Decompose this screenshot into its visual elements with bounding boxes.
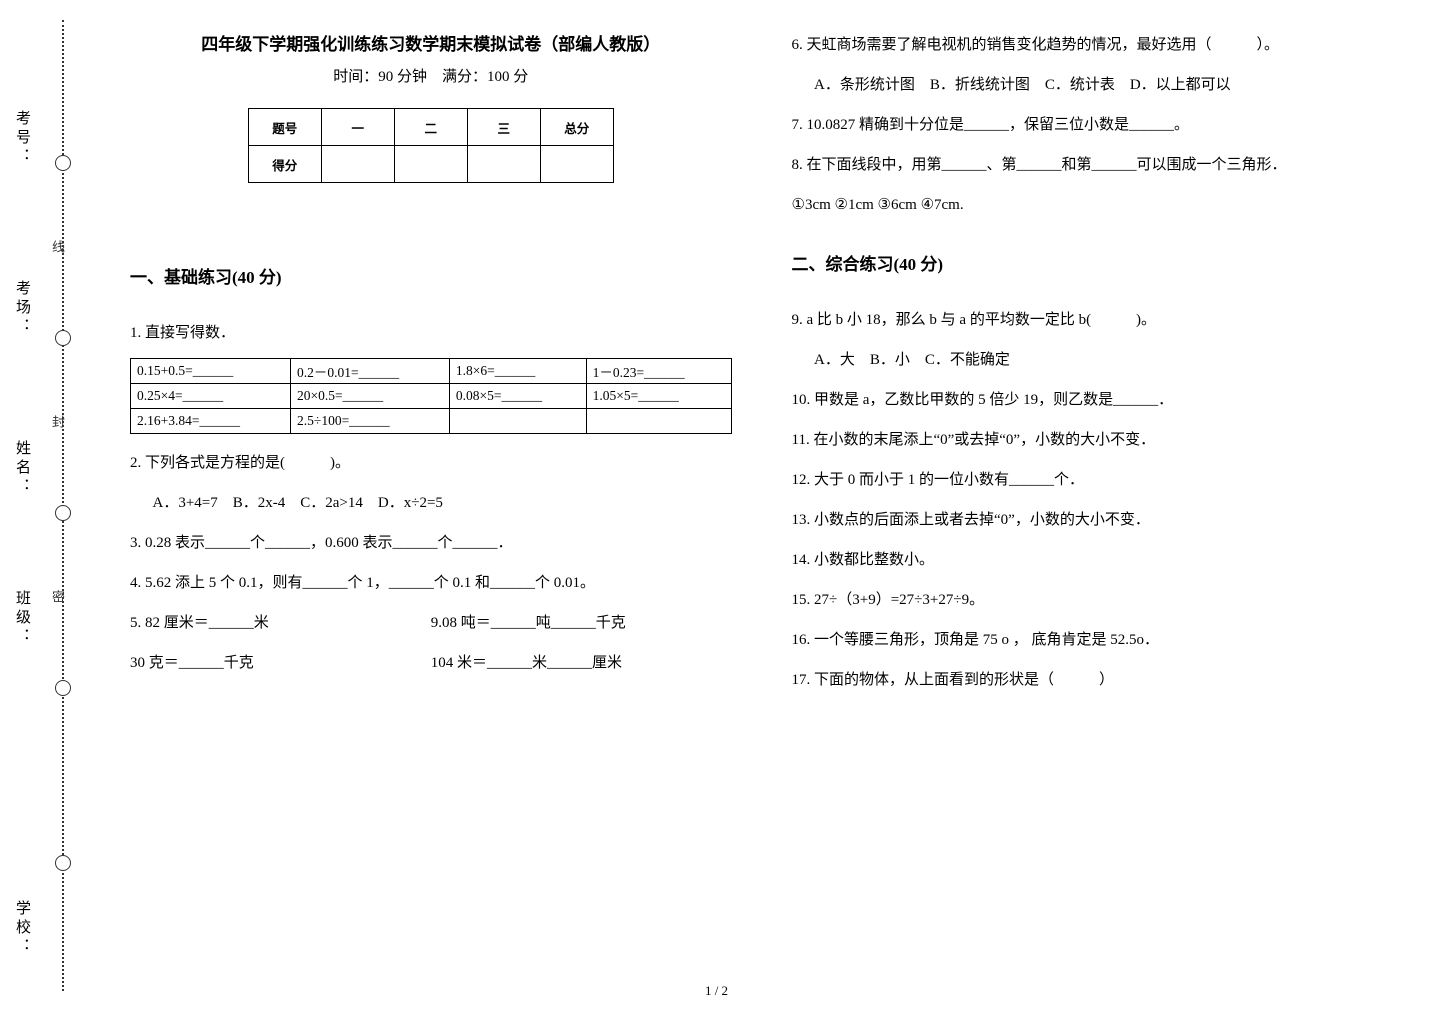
q6-stem: 6. 天虹商场需要了解电视机的销售变化趋势的情况，最好选用（ ）。 bbox=[792, 30, 1394, 60]
binding-circle bbox=[55, 330, 71, 346]
section-1-title: 一、基础练习(40 分) bbox=[130, 263, 732, 288]
exam-title: 四年级下学期强化训练练习数学期末模拟试卷（部编人教版） bbox=[130, 30, 732, 55]
calc-cell: 1－0.23=______ bbox=[586, 359, 731, 384]
side-label-room: 考场： bbox=[12, 280, 33, 337]
side-label-name: 姓名： bbox=[12, 440, 33, 497]
q4: 4. 5.62 添上 5 个 0.1，则有______个 1，______个 0… bbox=[130, 568, 732, 598]
calc-cell: 0.15+0.5=______ bbox=[131, 359, 291, 384]
section-2-title: 二、综合练习(40 分) bbox=[792, 250, 1394, 275]
calc-cell: 2.16+3.84=______ bbox=[131, 409, 291, 434]
calc-cell bbox=[586, 409, 731, 434]
binding-circle bbox=[55, 855, 71, 871]
calc-cell: 0.2－0.01=______ bbox=[291, 359, 450, 384]
calc-cell bbox=[449, 409, 586, 434]
q12: 12. 大于 0 而小于 1 的一位小数有______个． bbox=[792, 465, 1394, 495]
score-cell bbox=[321, 146, 394, 183]
calc-cell: 1.8×6=______ bbox=[449, 359, 586, 384]
table-row: 2.16+3.84=______ 2.5÷100=______ bbox=[131, 409, 732, 434]
q2-options: A．3+4=7 B．2x-4 C．2a>14 D．x÷2=5 bbox=[130, 488, 732, 518]
score-header: 题号 bbox=[248, 109, 321, 146]
q6-options: A．条形统计图 B．折线统计图 C．统计表 D．以上都可以 bbox=[792, 70, 1394, 100]
right-column: 6. 天虹商场需要了解电视机的销售变化趋势的情况，最好选用（ ）。 A．条形统计… bbox=[792, 30, 1394, 991]
table-row: 题号 一 二 三 总分 bbox=[248, 109, 613, 146]
score-cell bbox=[540, 146, 613, 183]
q10: 10. 甲数是 a，乙数比甲数的 5 倍少 19，则乙数是______． bbox=[792, 385, 1394, 415]
score-cell bbox=[394, 146, 467, 183]
table-row: 0.25×4=______ 20×0.5=______ 0.08×5=_____… bbox=[131, 384, 732, 409]
binding-circle bbox=[55, 680, 71, 696]
q5-left: 5. 82 厘米＝______米 bbox=[130, 608, 431, 638]
q5b-left: 30 克＝______千克 bbox=[130, 648, 431, 678]
q8-stem: 8. 在下面线段中，用第______、第______和第______可以围成一个… bbox=[792, 150, 1394, 180]
q14: 14. 小数都比整数小。 bbox=[792, 545, 1394, 575]
q5b-right: 104 米＝______米______厘米 bbox=[431, 648, 732, 678]
q8-options: ①3cm ②1cm ③6cm ④7cm. bbox=[792, 190, 1394, 220]
score-header: 二 bbox=[394, 109, 467, 146]
calc-cell: 1.05×5=______ bbox=[586, 384, 731, 409]
score-row-label: 得分 bbox=[248, 146, 321, 183]
calc-cell: 2.5÷100=______ bbox=[291, 409, 450, 434]
table-row: 0.15+0.5=______ 0.2－0.01=______ 1.8×6=__… bbox=[131, 359, 732, 384]
exam-subtitle: 时间：90 分钟 满分：100 分 bbox=[130, 65, 732, 86]
calc-cell: 20×0.5=______ bbox=[291, 384, 450, 409]
table-row: 得分 bbox=[248, 146, 613, 183]
side-label-school: 学校： bbox=[12, 900, 33, 957]
side-label-id: 考号： bbox=[12, 110, 33, 167]
q1-table: 0.15+0.5=______ 0.2－0.01=______ 1.8×6=__… bbox=[130, 358, 732, 434]
q1-stem: 1. 直接写得数． bbox=[130, 318, 732, 348]
q16: 16. 一个等腰三角形，顶角是 75 o ， 底角肯定是 52.5o． bbox=[792, 625, 1394, 655]
q2-stem: 2. 下列各式是方程的是( )。 bbox=[130, 448, 732, 478]
left-column: 四年级下学期强化训练练习数学期末模拟试卷（部编人教版） 时间：90 分钟 满分：… bbox=[130, 30, 732, 991]
binding-label-xian: 线 bbox=[48, 240, 67, 253]
q11: 11. 在小数的末尾添上“0”或去掉“0”，小数的大小不变． bbox=[792, 425, 1394, 455]
q5-right: 9.08 吨＝______吨______千克 bbox=[431, 608, 732, 638]
q13: 13. 小数点的后面添上或者去掉“0”，小数的大小不变． bbox=[792, 505, 1394, 535]
binding-label-mi: 密 bbox=[48, 590, 67, 603]
q17: 17. 下面的物体，从上面看到的形状是（ ） bbox=[792, 665, 1394, 695]
binding-circle bbox=[55, 505, 71, 521]
side-label-class: 班级： bbox=[12, 590, 33, 647]
calc-cell: 0.25×4=______ bbox=[131, 384, 291, 409]
binding-label-feng: 封 bbox=[48, 415, 67, 428]
score-header: 总分 bbox=[540, 109, 613, 146]
q7: 7. 10.0827 精确到十分位是______，保留三位小数是______。 bbox=[792, 110, 1394, 140]
q5-row1: 5. 82 厘米＝______米 9.08 吨＝______吨______千克 bbox=[130, 608, 732, 638]
binding-circle bbox=[55, 155, 71, 171]
score-table: 题号 一 二 三 总分 得分 bbox=[248, 108, 614, 183]
score-header: 三 bbox=[467, 109, 540, 146]
q9-options: A．大 B．小 C．不能确定 bbox=[792, 345, 1394, 375]
calc-cell: 0.08×5=______ bbox=[449, 384, 586, 409]
q15: 15. 27÷（3+9）=27÷3+27÷9。 bbox=[792, 585, 1394, 615]
q9-stem: 9. a 比 b 小 18，那么 b 与 a 的平均数一定比 b( )。 bbox=[792, 305, 1394, 335]
binding-strip: 密 封 线 学校： 班级： 姓名： 考场： 考号： bbox=[0, 0, 110, 1011]
q5-row2: 30 克＝______千克 104 米＝______米______厘米 bbox=[130, 648, 732, 678]
score-header: 一 bbox=[321, 109, 394, 146]
page-number: 1 / 2 bbox=[705, 983, 728, 999]
score-cell bbox=[467, 146, 540, 183]
q3: 3. 0.28 表示______个______，0.600 表示______个_… bbox=[130, 528, 732, 558]
